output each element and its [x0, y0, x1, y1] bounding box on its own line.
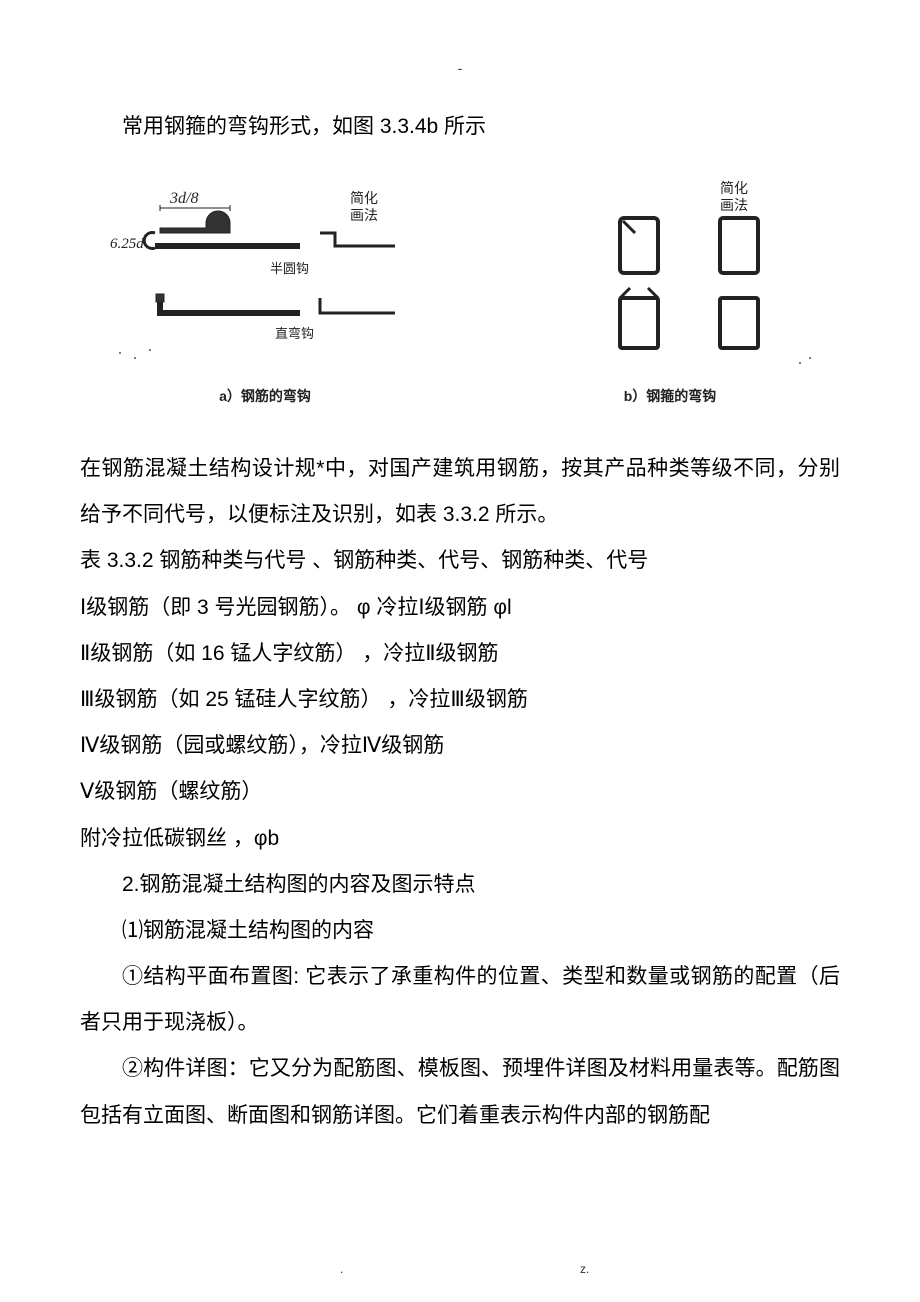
- para-5: Ⅲ级钢筋（如 25 锰硅人字纹筋） ，冷拉Ⅲ级钢筋: [80, 677, 840, 723]
- figure-container: 3d/8 6.25d 简化 画法 半圆钩: [80, 178, 840, 406]
- section2-title: 2.钢筋混凝土结构图的内容及图示特点: [80, 862, 840, 908]
- para-1: 在钢筋混凝土结构设计规*中，对国产建筑用钢筋，按其产品种类等级不同，分别给予不同…: [80, 446, 840, 538]
- title-text: 常用钢箍的弯钩形式，如图 3.3.4b 所示: [80, 106, 840, 148]
- footer-dot: .: [340, 1262, 343, 1276]
- svg-text:简化: 简化: [350, 190, 378, 206]
- section2-item2: ②构件详图：它又分为配筋图、模板图、预埋件详图及材料用量表等。配筋图包括有立面图…: [80, 1046, 840, 1138]
- para-7: Ⅴ级钢筋（螺纹筋）: [80, 769, 840, 815]
- para-4: Ⅱ级钢筋（如 16 锰人字纹筋） ，冷拉Ⅱ级钢筋: [80, 631, 840, 677]
- body-text: 在钢筋混凝土结构设计规*中，对国产建筑用钢筋，按其产品种类等级不同，分别给予不同…: [80, 446, 840, 1139]
- para-6: Ⅳ级钢筋（园或螺纹筋），冷拉Ⅳ级钢筋: [80, 723, 840, 769]
- svg-text:画法: 画法: [720, 197, 748, 213]
- svg-text:6.25d: 6.25d: [110, 236, 144, 252]
- svg-text:画法: 画法: [350, 207, 378, 223]
- section2-sub1: ⑴钢筋混凝土结构图的内容: [80, 908, 840, 954]
- section2-item1: ①结构平面布置图: 它表示了承重构件的位置、类型和数量或钢筋的配置（后者只用于现…: [80, 954, 840, 1046]
- figure-b-caption: b）钢箍的弯钩: [520, 386, 820, 406]
- para-8: 附冷拉低碳钢丝 ，φb: [80, 816, 840, 862]
- para-3: Ⅰ级钢筋（即 3 号光园钢筋）。 φ 冷拉Ⅰ级钢筋 φl: [80, 585, 840, 631]
- para-2: 表 3.3.2 钢筋种类与代号 、钢筋种类、代号、钢筋种类、代号: [80, 538, 840, 584]
- footer-z: z.: [580, 1262, 589, 1276]
- figure-a-caption: a）钢筋的弯钩: [100, 386, 430, 406]
- svg-text:3d/8: 3d/8: [169, 190, 198, 207]
- svg-text:简化: 简化: [720, 180, 748, 196]
- figure-a: 3d/8 6.25d 简化 画法 半圆钩: [100, 178, 430, 406]
- figure-b: 简化 画法 b）钢箍的弯钩: [520, 178, 820, 406]
- svg-text:半圆钩: 半圆钩: [270, 261, 309, 276]
- svg-text:直弯钩: 直弯钩: [275, 326, 314, 341]
- top-marker: -: [80, 60, 840, 76]
